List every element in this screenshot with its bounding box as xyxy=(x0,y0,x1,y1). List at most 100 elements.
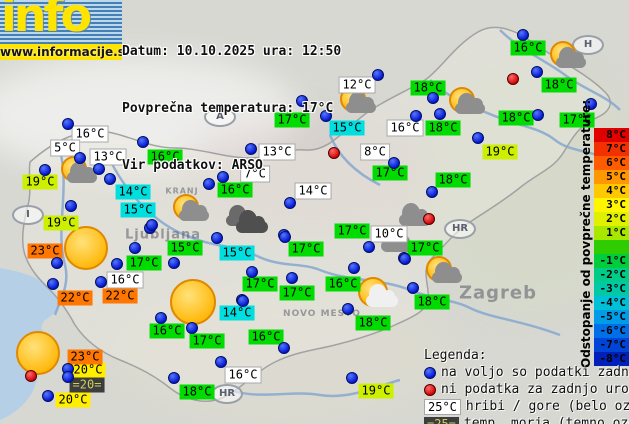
legend-item-text: temp. morja (temno ozadje) xyxy=(463,416,629,424)
station-badge: 8°C xyxy=(360,143,390,161)
station-badge: 15°C xyxy=(219,245,255,261)
city-label: Ljubljana xyxy=(124,227,202,243)
sun-icon xyxy=(64,226,108,270)
cloud-icon xyxy=(455,93,485,114)
scale-band: 4°C xyxy=(594,184,629,198)
station-badge: 18°C xyxy=(179,384,215,400)
station-badge: 16°C xyxy=(106,271,144,289)
station-dot-blue xyxy=(51,257,63,269)
station-dot-red xyxy=(25,370,37,382)
station-dot-blue xyxy=(532,109,544,121)
country-sign-a: A xyxy=(204,107,236,127)
scale-band xyxy=(594,240,629,254)
station-badge: 20°C xyxy=(70,362,106,378)
station-badge: 17°C xyxy=(559,112,595,128)
legend-item: ni podatka za zadnjo uro xyxy=(424,382,629,397)
station-badge: 13°C xyxy=(258,143,296,161)
cloud-icon xyxy=(432,262,462,283)
scale-title: Odstopanje od povprečne temperature: xyxy=(579,99,593,368)
scale-band: 2°C xyxy=(594,212,629,226)
legend-item-text: na voljo so podatki zadnje ure xyxy=(441,365,629,380)
station-dot-blue xyxy=(348,262,360,274)
station-dot-blue xyxy=(286,272,298,284)
scale-band: -7°C xyxy=(594,338,629,352)
station-dot-blue xyxy=(279,231,291,243)
weather-icon-darkcloud xyxy=(224,205,270,243)
station-badge: 14°C xyxy=(294,182,332,200)
station-badge: 23°C xyxy=(27,243,63,259)
site-logo[interactable]: info www.informacije.si xyxy=(0,0,129,60)
station-dot-blue xyxy=(278,342,290,354)
station-dot-blue xyxy=(388,157,400,169)
station-dot-blue xyxy=(146,219,158,231)
scale-band: -1°C xyxy=(594,254,629,268)
station-dot-blue xyxy=(65,200,77,212)
avg-temperature-line: Povprečna temperatura: 17°C xyxy=(122,101,334,116)
site-url-link[interactable]: www.informacije.si xyxy=(0,44,129,60)
station-badge: 18°C xyxy=(410,80,446,96)
station-dot-blue xyxy=(284,197,296,209)
legend-item-text: hribi / gore (belo ozadje) xyxy=(465,399,629,414)
cloud-icon xyxy=(236,210,268,233)
station-badge: 7°C xyxy=(240,165,270,183)
station-dot-blue xyxy=(47,278,59,290)
station-badge: 18°C xyxy=(435,172,471,188)
station-badge: 15°C xyxy=(120,202,156,218)
station-dot-blue xyxy=(245,143,257,155)
station-dot-blue xyxy=(372,69,384,81)
station-dot-red xyxy=(507,73,519,85)
station-badge: 17°C xyxy=(126,255,162,271)
weather-icon-suncloud xyxy=(420,254,466,290)
station-dot-blue xyxy=(320,110,332,122)
scale-band: 3°C xyxy=(594,198,629,212)
sun-icon xyxy=(170,279,216,325)
station-badge: =20= xyxy=(69,377,105,393)
station-badge: 18°C xyxy=(355,315,391,331)
scale-band: -8°C xyxy=(594,352,629,366)
station-badge: 12°C xyxy=(338,76,376,94)
station-badge: 18°C xyxy=(541,77,577,93)
station-badge: 13°C xyxy=(89,148,127,166)
country-sign-hr: HR xyxy=(211,384,243,404)
station-badge: 17°C xyxy=(372,165,408,181)
station-badge: 16°C xyxy=(325,276,361,292)
legend-item-text: ni podatka za zadnjo uro xyxy=(441,382,629,397)
station-badge: 17°C xyxy=(279,285,315,301)
station-badge: 17°C xyxy=(189,333,225,349)
station-dot-blue xyxy=(137,136,149,148)
data-source-line: Vir podatkov: ARSO xyxy=(122,158,263,173)
weather-icon-suncloud xyxy=(167,192,213,228)
scale-band: -6°C xyxy=(594,324,629,338)
station-badge: 19°C xyxy=(358,383,394,399)
station-dot-blue xyxy=(346,372,358,384)
blue-dot-icon xyxy=(424,366,436,379)
weather-icon-sun xyxy=(170,279,216,325)
scale-band: 6°C xyxy=(594,156,629,170)
station-dot-blue xyxy=(434,108,446,120)
station-dot-blue xyxy=(410,110,422,122)
station-badge: 16°C xyxy=(248,329,284,345)
station-badge: 16°C xyxy=(71,125,109,143)
scale-band: -4°C xyxy=(594,296,629,310)
station-badge: 10°C xyxy=(370,225,408,243)
scale-band: -2°C xyxy=(594,268,629,282)
station-badge: 22°C xyxy=(102,288,138,304)
scale-band: 5°C xyxy=(594,170,629,184)
station-badge: 19°C xyxy=(43,215,79,231)
station-dot-blue xyxy=(517,29,529,41)
date-time-line: Datum: 10.10.2025 ura: 12:50 xyxy=(122,44,342,59)
station-badge: 16°C xyxy=(510,40,546,56)
station-dot-blue xyxy=(531,66,543,78)
station-badge: 22°C xyxy=(57,290,93,306)
station-badge: 15°C xyxy=(167,240,203,256)
legend-item: 25°C hribi / gore (belo ozadje) xyxy=(424,398,629,415)
station-badge: 23°C xyxy=(67,349,103,365)
station-badge: 16°C xyxy=(386,119,424,137)
station-badge: 19°C xyxy=(482,144,518,160)
cloud-icon xyxy=(67,162,97,183)
station-badge: 20°C xyxy=(55,392,91,408)
scale-band: 8°C xyxy=(594,128,629,142)
legend-item: na voljo so podatki zadnje ure xyxy=(424,365,629,380)
station-badge: 16°C xyxy=(217,182,253,198)
station-dot-blue xyxy=(168,257,180,269)
